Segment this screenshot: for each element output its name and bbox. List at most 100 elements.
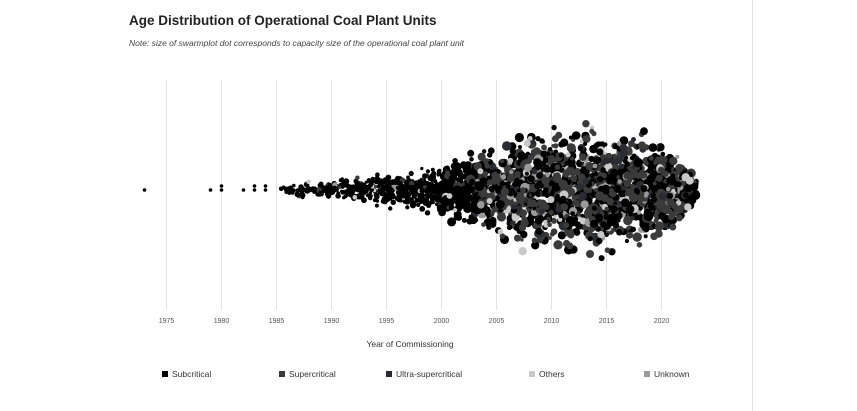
data-point [640, 127, 648, 136]
data-point [434, 182, 439, 187]
data-point [648, 143, 658, 152]
legend-swatch [529, 371, 535, 377]
data-point [560, 203, 569, 211]
data-point [388, 206, 393, 211]
data-point [617, 179, 622, 184]
data-point [675, 163, 684, 173]
data-point [306, 179, 311, 185]
data-point [585, 212, 593, 219]
data-point [551, 135, 559, 143]
tick-label-2015: 2015 [599, 318, 615, 325]
legend-item-subcritical[interactable]: Subcritical [162, 369, 211, 379]
data-point [685, 176, 694, 185]
data-point [565, 152, 571, 158]
data-point [577, 173, 586, 182]
data-point [299, 189, 305, 195]
data-point [514, 234, 521, 242]
data-point [586, 250, 594, 258]
data-point [434, 196, 441, 203]
data-point [666, 192, 674, 200]
data-point [438, 180, 446, 188]
data-point [506, 174, 515, 182]
legend-item-others[interactable]: Others [529, 369, 565, 379]
data-point [675, 214, 683, 222]
data-point [640, 185, 648, 192]
data-point [375, 199, 380, 203]
data-point [644, 194, 648, 198]
data-point [355, 186, 361, 193]
data-point [417, 179, 422, 185]
data-point [597, 185, 605, 193]
data-point [629, 155, 635, 161]
data-point [557, 217, 563, 223]
data-point [573, 216, 579, 222]
data-point [593, 143, 599, 149]
data-point [650, 192, 656, 198]
data-point [580, 213, 585, 218]
data-point [363, 198, 367, 202]
data-point [669, 223, 677, 231]
data-point [535, 227, 543, 235]
data-point [531, 168, 538, 175]
data-point [650, 232, 658, 241]
data-point [463, 190, 470, 196]
data-point [549, 155, 555, 160]
data-point [572, 228, 579, 234]
data-point [643, 234, 648, 239]
data-point [332, 188, 337, 193]
data-point [355, 175, 360, 180]
data-point [484, 210, 491, 217]
side-panel [753, 0, 857, 411]
data-point [408, 180, 415, 187]
data-point [548, 236, 552, 240]
tick-label-2010: 2010 [544, 318, 560, 325]
data-point [543, 219, 548, 224]
data-point [318, 190, 323, 195]
data-point [424, 210, 431, 216]
data-point [616, 153, 621, 158]
data-point [535, 136, 541, 142]
data-point [570, 175, 578, 183]
data-point [527, 175, 535, 183]
data-point [617, 218, 621, 223]
data-point [532, 206, 537, 211]
data-point [573, 168, 582, 176]
data-point [558, 152, 564, 158]
data-point [369, 194, 373, 198]
x-axis-label: Year of Commissioning [366, 339, 453, 349]
data-point [541, 176, 550, 185]
data-point [547, 147, 553, 152]
data-point [343, 194, 348, 199]
data-point [361, 189, 367, 195]
data-point [523, 139, 531, 147]
data-point [467, 149, 475, 157]
data-point [558, 213, 564, 219]
data-point [626, 205, 635, 214]
data-point [416, 202, 421, 207]
data-point [298, 184, 304, 190]
data-point [469, 157, 474, 162]
data-point [617, 200, 622, 205]
data-point [482, 171, 489, 177]
data-point [521, 215, 527, 222]
data-point [368, 182, 373, 188]
data-point [685, 187, 689, 192]
data-point [623, 215, 633, 226]
data-point [593, 213, 604, 223]
legend-item-ultra-supercritical[interactable]: Ultra-supercritical [386, 369, 462, 379]
legend-item-unknown[interactable]: Unknown [644, 369, 689, 379]
data-point [431, 171, 437, 177]
data-point [352, 195, 358, 200]
tick-label-1985: 1985 [269, 318, 285, 325]
data-point [549, 180, 554, 185]
data-point [536, 172, 543, 179]
data-point [594, 199, 599, 205]
data-point [448, 204, 455, 211]
data-point [690, 182, 699, 191]
data-point [655, 221, 665, 231]
legend-item-supercritical[interactable]: Supercritical [279, 369, 336, 379]
data-point [666, 186, 671, 192]
data-point [519, 209, 528, 217]
data-point [460, 200, 465, 206]
data-point [517, 151, 527, 161]
